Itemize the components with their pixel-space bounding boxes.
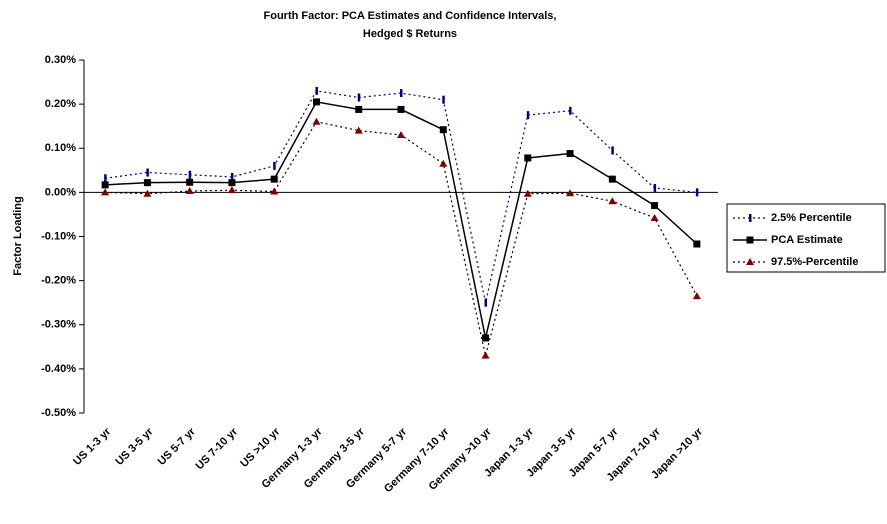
x-tick-label: US 1-3 yr bbox=[71, 425, 114, 468]
legend-label: 2.5% Percentile bbox=[771, 212, 852, 224]
marker bbox=[315, 86, 318, 95]
marker bbox=[611, 146, 614, 155]
marker bbox=[482, 334, 490, 342]
marker bbox=[355, 105, 363, 113]
marker bbox=[146, 168, 149, 177]
marker bbox=[692, 292, 701, 300]
x-tick-label: US >10 yr bbox=[238, 425, 283, 470]
legend-label: 97.5%-Percentile bbox=[771, 256, 858, 268]
y-tick-label: 0.10% bbox=[45, 142, 76, 154]
y-tick-label: -0.10% bbox=[41, 230, 76, 242]
marker bbox=[312, 117, 321, 125]
marker bbox=[101, 188, 110, 196]
marker bbox=[746, 236, 754, 244]
y-tick-label: -0.50% bbox=[41, 407, 76, 419]
marker bbox=[143, 179, 151, 187]
chart-title: Fourth Factor: PCA Estimates and Confide… bbox=[264, 10, 557, 22]
marker bbox=[270, 187, 279, 195]
y-tick-label: -0.20% bbox=[41, 275, 76, 287]
marker bbox=[608, 175, 616, 183]
marker bbox=[397, 105, 405, 113]
marker bbox=[608, 197, 617, 205]
marker bbox=[566, 189, 575, 197]
y-tick-label: 0.00% bbox=[45, 186, 76, 198]
marker bbox=[569, 106, 572, 115]
marker bbox=[653, 183, 657, 192]
marker bbox=[526, 111, 530, 120]
marker bbox=[227, 186, 236, 194]
y-axis-label: Factor Loading bbox=[12, 196, 24, 275]
series-line bbox=[105, 121, 698, 356]
marker bbox=[188, 170, 192, 179]
marker bbox=[312, 98, 320, 106]
marker bbox=[354, 126, 363, 134]
x-tick-label: US 5-7 yr bbox=[156, 425, 199, 468]
marker bbox=[566, 150, 574, 158]
marker bbox=[357, 93, 361, 102]
marker bbox=[439, 126, 447, 134]
series-line bbox=[105, 90, 697, 303]
y-tick-label: -0.40% bbox=[41, 363, 76, 375]
marker bbox=[400, 89, 403, 98]
marker bbox=[484, 298, 488, 307]
marker bbox=[749, 214, 752, 222]
marker bbox=[186, 178, 194, 186]
marker bbox=[439, 159, 448, 167]
marker bbox=[695, 188, 699, 197]
marker bbox=[185, 187, 194, 195]
marker bbox=[442, 95, 445, 104]
marker bbox=[523, 189, 532, 197]
marker bbox=[397, 131, 405, 139]
legend-label: PCA Estimate bbox=[771, 234, 843, 246]
marker bbox=[481, 351, 490, 359]
marker bbox=[524, 154, 532, 162]
y-tick-label: 0.30% bbox=[45, 54, 76, 66]
marker bbox=[651, 202, 659, 210]
marker bbox=[104, 174, 107, 183]
y-tick-label: 0.20% bbox=[45, 98, 76, 110]
x-tick-label: US 7-10 yr bbox=[194, 425, 241, 472]
y-tick-label: -0.30% bbox=[41, 319, 76, 331]
marker bbox=[270, 175, 278, 183]
marker bbox=[693, 240, 701, 248]
marker bbox=[273, 161, 276, 170]
marker bbox=[230, 172, 234, 181]
x-tick-label: US 3-5 yr bbox=[113, 425, 156, 468]
marker bbox=[143, 189, 152, 197]
marker bbox=[650, 213, 659, 221]
marker bbox=[101, 181, 109, 189]
chart-title: Hedged $ Returns bbox=[363, 28, 457, 40]
marker bbox=[746, 258, 754, 265]
marker bbox=[228, 179, 236, 187]
